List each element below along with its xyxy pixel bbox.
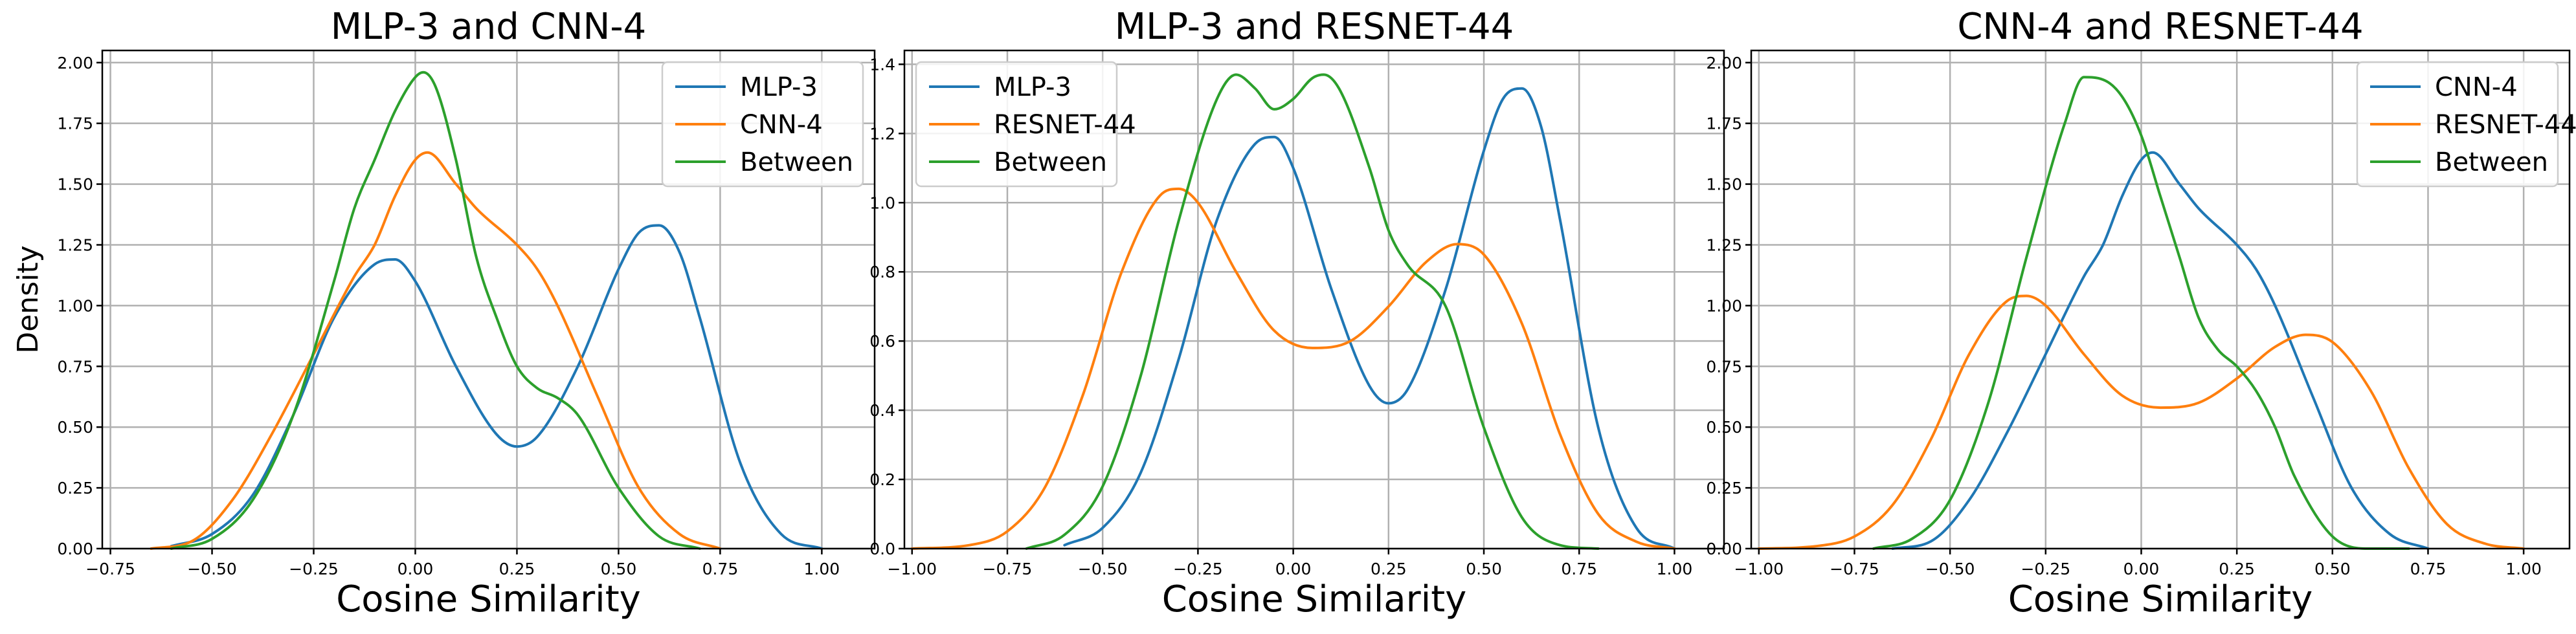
series-line-resnet-44 xyxy=(1757,294,2526,550)
y-tick-label: 1.50 xyxy=(57,175,93,194)
x-tick-label: 0.75 xyxy=(1561,560,1597,578)
x-axis-label: Cosine Similarity xyxy=(2008,578,2313,620)
legend-box xyxy=(661,61,864,188)
x-tick-label: 0.25 xyxy=(499,560,535,578)
x-axis-label: Cosine Similarity xyxy=(1162,578,1467,620)
y-tick-label: 0.8 xyxy=(869,263,895,281)
y-tick-label: 0.75 xyxy=(57,357,93,376)
y-tick-label: 0.25 xyxy=(1706,479,1742,497)
chart-panel-1: −0.75 −0.50 −0.25 0.00 0.25 0.50 0.75 1.00 0.00 0… xyxy=(12,6,876,620)
legend-label: Between xyxy=(740,148,853,177)
y-tick-label: 2.00 xyxy=(1706,54,1742,72)
legend: CNN-4 RESNET-44 Between xyxy=(2356,61,2576,188)
y-tick-label: 2.00 xyxy=(57,54,93,72)
x-tick-label: 0.50 xyxy=(2314,560,2351,578)
x-tick-label: −1.00 xyxy=(887,560,937,578)
legend-label: CNN-4 xyxy=(740,110,823,140)
chart-title: MLP-3 and CNN-4 xyxy=(331,6,647,48)
legend-label: MLP-3 xyxy=(740,72,818,102)
x-axis-label: Cosine Similarity xyxy=(336,578,641,620)
y-tick-label: 1.75 xyxy=(1706,115,1742,133)
y-tick-label: 1.25 xyxy=(57,235,93,254)
series-line-between xyxy=(170,71,701,550)
y-tick-label: 1.50 xyxy=(1706,175,1742,194)
series-line-mlp-3 xyxy=(1063,87,1676,550)
x-tick-label: −1.00 xyxy=(1734,560,1784,578)
x-tick-label: −0.75 xyxy=(983,560,1033,578)
y-tick-label: 1.00 xyxy=(1706,296,1742,315)
legend-label: RESNET-44 xyxy=(994,110,1136,140)
plot-frame xyxy=(903,49,1725,550)
chart-panel-2: −1.00 −0.75 −0.50 −0.25 0.00 0.25 0.50 0.75 1.00… xyxy=(869,6,1725,620)
y-tick-label: 0.25 xyxy=(57,479,93,497)
series-line-mlp-3 xyxy=(170,224,823,550)
x-tick-label: 0.00 xyxy=(1275,560,1312,578)
x-tick-label: −0.25 xyxy=(2021,560,2070,578)
legend: MLP-3 CNN-4 Between xyxy=(661,61,864,188)
x-tick-label: −0.75 xyxy=(85,560,135,578)
legend-label: Between xyxy=(2435,148,2548,177)
legend-label: Between xyxy=(994,148,1107,177)
chart-title: MLP-3 and RESNET-44 xyxy=(1115,6,1514,48)
x-tick-label: −0.25 xyxy=(289,560,339,578)
x-tick-label: −0.25 xyxy=(1173,560,1223,578)
x-tick-label: 0.00 xyxy=(2123,560,2160,578)
x-tick-label: −0.50 xyxy=(187,560,237,578)
x-tick-label: 0.00 xyxy=(398,560,434,578)
x-tick-label: 0.75 xyxy=(702,560,739,578)
series-line-between xyxy=(1872,76,2410,550)
series-line-cnn-4 xyxy=(150,151,722,550)
series-line-between xyxy=(1025,73,1600,550)
x-tick-label: −0.50 xyxy=(1078,560,1128,578)
y-tick-label: 0.2 xyxy=(869,470,895,489)
y-tick-label: 0.75 xyxy=(1706,357,1742,376)
legend-label: CNN-4 xyxy=(2435,72,2518,102)
series-line-resnet-44 xyxy=(910,187,1676,550)
y-tick-label: 0.0 xyxy=(869,540,895,558)
y-tick-label: 1.00 xyxy=(57,296,93,315)
x-tick-label: 0.50 xyxy=(1466,560,1502,578)
legend-label: RESNET-44 xyxy=(2435,110,2576,140)
x-tick-label: −0.50 xyxy=(1925,560,1975,578)
y-tick-label: 0.50 xyxy=(57,418,93,437)
y-axis-label: Density xyxy=(12,245,45,353)
x-tick-label: 0.25 xyxy=(2219,560,2255,578)
y-tick-label: 1.25 xyxy=(1706,235,1742,254)
y-tick-label: 0.4 xyxy=(869,401,895,420)
y-tick-label: 1.4 xyxy=(869,55,895,74)
x-tick-label: 0.75 xyxy=(2410,560,2447,578)
y-tick-label: 0.00 xyxy=(1706,540,1742,558)
chart-panel-3: −1.00 −0.75 −0.50 −0.25 0.00 0.25 0.50 0.75 1.00… xyxy=(1706,6,2576,620)
series-line-cnn-4 xyxy=(1891,151,2430,550)
y-tick-label: 1.0 xyxy=(869,193,895,212)
x-tick-label: 1.00 xyxy=(2505,560,2542,578)
x-tick-label: 0.50 xyxy=(601,560,637,578)
y-tick-label: 1.75 xyxy=(57,115,93,133)
y-tick-label: 0.00 xyxy=(57,540,93,558)
legend: MLP-3 RESNET-44 Between xyxy=(915,61,1136,188)
x-tick-label: −0.75 xyxy=(1830,560,1879,578)
legend-label: MLP-3 xyxy=(994,72,1071,102)
x-tick-label: 1.00 xyxy=(804,560,840,578)
y-tick-label: 0.50 xyxy=(1706,418,1742,437)
legend-box xyxy=(915,61,1118,188)
y-tick-label: 1.2 xyxy=(869,124,895,143)
plot-frame xyxy=(1750,49,2571,550)
x-tick-label: 0.25 xyxy=(1371,560,1407,578)
x-tick-label: 1.00 xyxy=(1657,560,1693,578)
legend-box xyxy=(2356,61,2559,188)
y-tick-label: 0.6 xyxy=(869,332,895,351)
chart-title: CNN-4 and RESNET-44 xyxy=(1957,6,2363,48)
plot-frame xyxy=(101,49,876,550)
